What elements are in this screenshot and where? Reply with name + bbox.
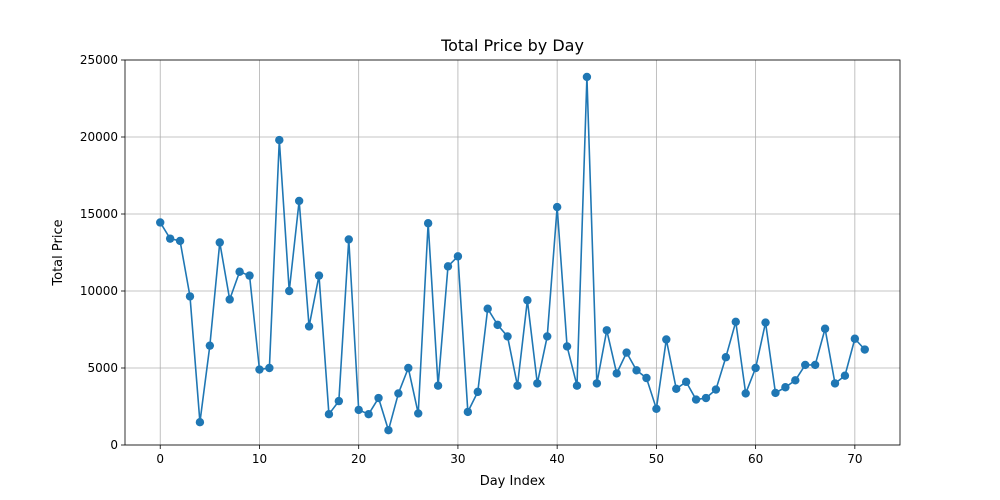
data-point: [483, 304, 492, 313]
data-point: [840, 371, 850, 380]
x-ticks: 0 10 20 30 40 50 60 70: [156, 445, 862, 466]
y-tick-label: 25000: [80, 53, 118, 67]
data-point: [801, 360, 810, 370]
x-axis-label: Day Index: [480, 474, 546, 489]
data-point: [503, 332, 512, 341]
data-point: [443, 262, 453, 271]
data-point: [473, 387, 482, 397]
data-point: [364, 410, 373, 419]
series-line: [159, 76, 866, 432]
data-point: [543, 332, 552, 341]
data-point: [344, 235, 353, 244]
data-point: [830, 379, 840, 388]
data-point: [175, 236, 185, 246]
plot-frame: [124, 59, 901, 446]
data-point: [681, 377, 691, 387]
data-point: [414, 409, 423, 418]
chart-title: Total Price by Day: [440, 36, 584, 55]
series-markers: [156, 72, 869, 435]
data-point: [642, 373, 651, 383]
data-point: [275, 135, 284, 145]
data-point: [691, 395, 701, 404]
data-point: [314, 271, 324, 280]
x-tick-label: 0: [156, 452, 164, 466]
data-point: [820, 324, 830, 333]
y-axis-label: Total Price: [51, 219, 66, 286]
data-point: [582, 72, 592, 82]
data-point: [741, 389, 750, 398]
series-line-path: [159, 76, 866, 432]
x-tick-label: 10: [252, 452, 267, 466]
y-tick-label: 15000: [80, 207, 118, 221]
data-point: [245, 271, 254, 280]
data-point: [285, 286, 294, 296]
data-point: [334, 396, 344, 406]
x-tick-label: 50: [649, 452, 664, 466]
data-point: [850, 334, 860, 343]
data-point: [572, 381, 582, 390]
data-point: [711, 385, 721, 394]
data-point: [324, 410, 334, 419]
data-point: [225, 295, 234, 304]
data-point: [751, 363, 760, 373]
data-point: [423, 219, 433, 228]
data-point: [294, 196, 304, 206]
data-point: [860, 345, 869, 354]
data-point: [652, 404, 661, 414]
data-point: [562, 342, 572, 351]
data-point: [215, 238, 224, 247]
data-point: [781, 383, 790, 392]
x-tick-label: 20: [351, 452, 366, 466]
data-point: [185, 292, 195, 301]
data-point: [493, 320, 502, 330]
data-point: [513, 381, 522, 390]
data-point: [433, 381, 443, 390]
data-point: [662, 335, 671, 344]
data-point: [632, 366, 641, 375]
data-point: [592, 379, 602, 388]
data-point: [810, 360, 820, 370]
data-point: [533, 379, 542, 388]
data-point: [602, 326, 611, 335]
y-tick-label: 5000: [87, 361, 118, 375]
data-point: [235, 267, 244, 276]
data-point: [255, 365, 264, 374]
data-point: [453, 252, 463, 261]
data-point: [523, 296, 532, 305]
data-point: [731, 317, 740, 326]
y-ticks: 0 5000 10000 15000 20000 25000: [80, 53, 125, 452]
data-point: [384, 426, 393, 435]
data-point: [721, 353, 731, 362]
data-point: [552, 202, 562, 212]
data-point: [404, 363, 413, 373]
data-point: [761, 318, 770, 327]
data-point: [195, 418, 205, 427]
data-point: [672, 384, 681, 393]
data-point: [463, 407, 473, 417]
data-point: [304, 322, 314, 331]
data-point: [374, 393, 383, 403]
data-point: [165, 234, 175, 243]
data-point: [791, 376, 800, 385]
data-point: [394, 389, 403, 398]
data-point: [612, 369, 621, 378]
data-point: [622, 348, 631, 357]
data-point: [265, 363, 274, 373]
data-point: [701, 393, 711, 403]
data-point: [205, 341, 215, 350]
y-tick-label: 20000: [80, 130, 118, 144]
data-point: [156, 218, 165, 227]
data-point: [771, 388, 780, 398]
x-tick-label: 60: [748, 452, 763, 466]
data-point: [354, 405, 363, 415]
y-tick-label: 10000: [80, 284, 118, 298]
x-tick-label: 70: [847, 452, 862, 466]
x-tick-label: 40: [550, 452, 565, 466]
y-tick-label: 0: [110, 438, 118, 452]
x-tick-label: 30: [450, 452, 465, 466]
